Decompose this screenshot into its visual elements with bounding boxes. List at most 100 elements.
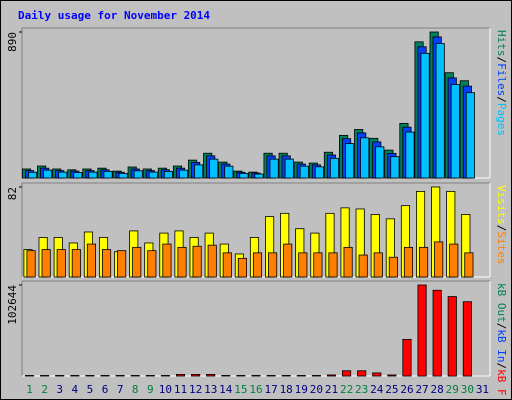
bar xyxy=(100,375,110,377)
y-tick-label: 102644 xyxy=(6,285,19,325)
bar xyxy=(342,370,352,377)
bar xyxy=(115,375,125,377)
bar xyxy=(251,375,261,377)
bar xyxy=(465,92,475,179)
x-tick-label: 7 xyxy=(117,383,124,396)
y-tick-label: 82 xyxy=(6,187,19,200)
bar xyxy=(88,171,98,179)
bar xyxy=(222,252,232,278)
legend: kB Out/kB In/kB F xyxy=(495,283,508,396)
x-tick-label: 11 xyxy=(174,383,187,396)
bar xyxy=(145,375,155,377)
bar xyxy=(147,250,157,278)
x-tick-label: 16 xyxy=(249,383,262,396)
legend-separator: / xyxy=(495,363,508,370)
x-tick-label: 17 xyxy=(264,383,277,396)
bar xyxy=(162,243,172,278)
bar xyxy=(450,84,460,179)
x-tick-label: 20 xyxy=(310,383,323,396)
x-tick-label: 1 xyxy=(26,383,33,396)
bar xyxy=(434,241,444,278)
bar xyxy=(133,170,143,179)
legend-entry: Pages xyxy=(495,103,508,136)
bar xyxy=(417,284,427,377)
x-tick-label: 31 xyxy=(476,383,489,396)
legend-separator: / xyxy=(495,323,508,330)
bar xyxy=(177,246,187,278)
x-tick-label: 3 xyxy=(56,383,63,396)
bar xyxy=(326,374,337,377)
bar xyxy=(284,158,294,179)
x-tick-label: 26 xyxy=(400,383,413,396)
legend-entry: Visits xyxy=(495,185,508,225)
bar xyxy=(24,375,35,377)
bar xyxy=(313,252,323,278)
bar xyxy=(388,256,398,278)
x-tick-label: 9 xyxy=(147,383,154,396)
bar xyxy=(56,249,66,278)
bar xyxy=(28,171,38,179)
bar xyxy=(449,243,459,278)
bar xyxy=(375,146,385,179)
bar xyxy=(403,246,414,278)
x-tick-label: 14 xyxy=(219,383,233,396)
bar xyxy=(55,375,65,377)
bar xyxy=(358,254,368,278)
x-tick-label: 30 xyxy=(461,383,474,396)
bar xyxy=(298,252,308,278)
legend-entry: kB Out xyxy=(495,283,508,323)
bar xyxy=(71,249,81,278)
x-tick-label: 25 xyxy=(385,383,398,396)
bar xyxy=(462,301,472,377)
x-tick-label: 27 xyxy=(415,383,428,396)
bar xyxy=(86,243,96,278)
x-tick-label: 18 xyxy=(280,383,293,396)
bar xyxy=(191,374,201,377)
legend-entry: Files xyxy=(495,63,508,96)
bar xyxy=(209,158,219,179)
bar xyxy=(175,374,186,377)
bar xyxy=(311,375,321,377)
bar xyxy=(373,252,383,278)
chart-title: Daily usage for November 2014 xyxy=(18,9,210,22)
bar xyxy=(178,169,189,179)
legend: Visits/Sites xyxy=(495,185,508,265)
x-tick-label: 6 xyxy=(102,383,109,396)
bar xyxy=(58,171,68,179)
bar xyxy=(343,246,353,278)
bar xyxy=(464,252,474,278)
bar xyxy=(252,252,263,278)
legend: Hits/Files/Pages xyxy=(495,30,508,136)
bar xyxy=(329,157,340,179)
bar xyxy=(419,246,429,278)
bar xyxy=(101,249,112,278)
x-tick-label: 28 xyxy=(431,383,444,396)
legend-separator: / xyxy=(495,57,508,64)
bar xyxy=(160,375,170,377)
bar xyxy=(405,131,415,179)
bar xyxy=(447,296,457,377)
bar xyxy=(192,245,202,278)
bar xyxy=(268,252,278,278)
bar xyxy=(283,243,293,278)
bar xyxy=(435,43,445,179)
bar xyxy=(224,165,234,179)
bar xyxy=(296,375,306,377)
x-tick-label: 24 xyxy=(370,383,384,396)
bar xyxy=(390,156,400,179)
legend-entry: Sites xyxy=(495,231,508,264)
bar xyxy=(148,171,158,179)
x-tick-label: 13 xyxy=(204,383,217,396)
bar xyxy=(420,52,430,179)
bar xyxy=(269,158,279,179)
bar xyxy=(130,375,140,377)
bar xyxy=(328,252,338,278)
x-tick-label: 4 xyxy=(72,383,79,396)
bar xyxy=(239,173,249,179)
x-tick-label: 12 xyxy=(189,383,202,396)
bar xyxy=(314,166,324,179)
bar xyxy=(41,249,51,278)
bar xyxy=(221,375,231,377)
bar xyxy=(163,171,173,179)
